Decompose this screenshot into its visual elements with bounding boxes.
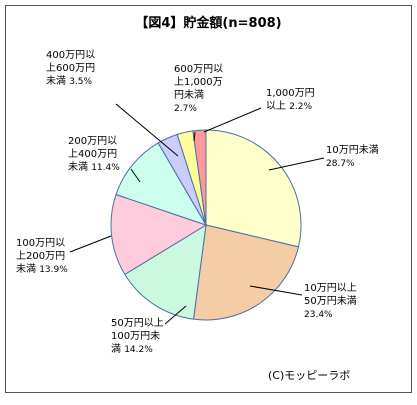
- slice-label: 50万円以上 100万円未満 14.2%: [111, 317, 164, 355]
- pie-slice: [192, 129, 207, 226]
- slice-label: 400万円以上600万円未満 3.5%: [46, 50, 95, 87]
- slice-label: 600万円以上1,000万円未満 2.7%: [174, 64, 223, 114]
- slice-label: 1,000万円以上 2.2%: [266, 88, 315, 112]
- leader-line: [69, 235, 112, 253]
- leader-line: [193, 131, 196, 142]
- slice-label: 10万円以上 50万円未満 23.4%: [304, 282, 357, 320]
- pie-slice: [205, 129, 302, 248]
- slice-label: 10万円未満 28.7%: [326, 144, 379, 169]
- slice-label: 100万円以上200万円未満 13.9%: [16, 238, 68, 275]
- pie-slice: [192, 224, 300, 321]
- leader-line: [115, 103, 179, 157]
- pie-slice: [115, 142, 208, 226]
- credit-text: (C)モッピーラボ: [268, 369, 351, 382]
- pie-slice: [124, 224, 207, 320]
- leader-line: [164, 305, 187, 325]
- leader-line: [249, 285, 303, 296]
- slice-label: 200万円以上400万円未満 11.4%: [68, 136, 120, 173]
- pie-chart: 10万円未満 28.7% 10万円以上 50万円未満 23.4% 50万円以上 100万円未…: [16, 50, 379, 355]
- chart-frame: 【図4】貯金額(n=808) 10万円未満 28.7% 10万円以上 50万円未満 23…: [5, 5, 412, 393]
- chart-title: 【図4】貯金額(n=808): [135, 16, 282, 31]
- leader-line: [203, 107, 262, 133]
- pie-slice: [110, 193, 208, 276]
- leader-line: [130, 168, 141, 183]
- leader-line: [268, 157, 325, 171]
